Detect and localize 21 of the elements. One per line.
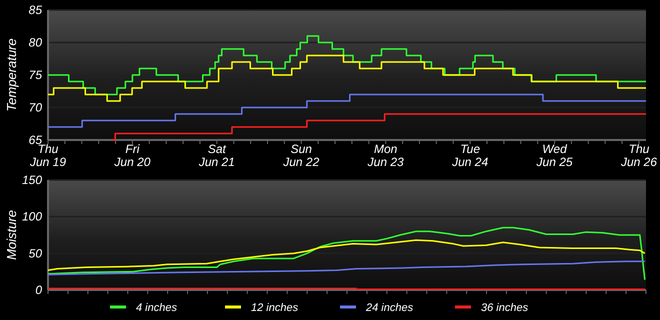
x-tick-label: Mon Jun 23 bbox=[366, 142, 404, 169]
x-tick-label: Fri Jun 20 bbox=[113, 142, 151, 169]
legend-label: 4 inches bbox=[136, 302, 178, 314]
legend-label: 36 inches bbox=[481, 302, 529, 314]
y-tick-label: 150 bbox=[22, 173, 42, 187]
x-tick-label: Sat Jun 21 bbox=[198, 142, 235, 169]
y-tick-label: 100 bbox=[22, 210, 42, 224]
legend-label: 24 inches bbox=[365, 302, 414, 314]
y-tick-label: 50 bbox=[28, 246, 42, 260]
y-tick-label: 80 bbox=[28, 36, 42, 50]
y-tick-label: 0 bbox=[35, 283, 42, 297]
x-tick-label: Tue Jun 24 bbox=[451, 142, 488, 169]
y-axis-title: Temperature bbox=[4, 38, 19, 112]
x-tick-label: Thu Jun 26 bbox=[620, 142, 658, 169]
y-tick-label: 75 bbox=[28, 68, 42, 82]
y-tick-label: 70 bbox=[28, 100, 42, 114]
y-axis-title: Moisture bbox=[4, 210, 19, 260]
x-tick-label: Sun Jun 22 bbox=[282, 142, 320, 169]
y-tick-label: 85 bbox=[28, 3, 42, 17]
x-tick-label: Wed Jun 25 bbox=[536, 142, 573, 169]
legend-label: 12 inches bbox=[251, 302, 299, 314]
